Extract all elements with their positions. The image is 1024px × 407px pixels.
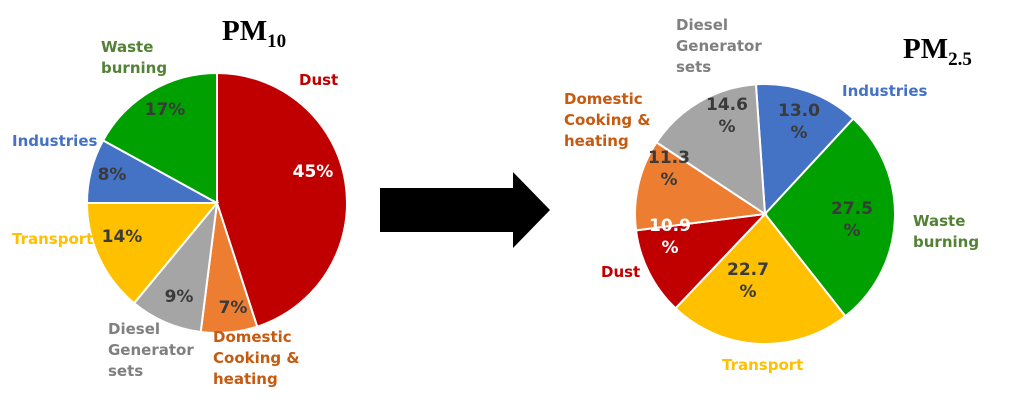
slice-value-label: 7% <box>219 298 248 318</box>
slice-value-label: 14.6% <box>706 95 748 137</box>
pie-slice <box>634 140 768 232</box>
pie-slices-pm10 <box>85 71 348 334</box>
slice-value-label: 8% <box>98 165 127 185</box>
slice-category-label: Diesel Generator sets <box>108 320 194 380</box>
pie-chart-pm10: PM10 45% 7% 9% 14% 8% 17% Dust Domestic Cooking … <box>12 15 348 388</box>
slice-category-label: Domestic Cooking & heating <box>213 328 299 388</box>
pie-slice <box>754 83 855 217</box>
pie-slice <box>216 71 348 328</box>
pie-slice <box>655 83 767 216</box>
slice-category-label: Dust <box>601 263 640 281</box>
slice-value-label: 9% <box>165 287 194 307</box>
slice-value-label: 14% <box>102 227 143 247</box>
slice-category-label: Industries <box>842 82 927 100</box>
pie-title-pm10: PM10 <box>222 15 286 52</box>
pie-slice <box>674 212 847 345</box>
slice-value-label: 27.5% <box>831 199 873 241</box>
pie-title-pm25: PM2.5 <box>903 33 972 70</box>
slice-value-label: 11.3% <box>648 148 690 190</box>
slice-category-label: Diesel Generator sets <box>676 16 762 76</box>
slice-value-label: 10.9% <box>649 216 691 258</box>
slice-value-label: 22.7% <box>727 260 769 302</box>
right-arrow-icon <box>380 172 550 248</box>
pie-slice <box>85 202 220 305</box>
slice-category-label: Dust <box>299 71 338 89</box>
slice-category-label: Industries <box>12 132 97 150</box>
pie-slice <box>101 71 218 205</box>
slice-value-label: 45% <box>293 162 334 182</box>
slice-category-label: Waste burning <box>913 212 979 251</box>
slice-category-label: Transport <box>12 230 93 248</box>
slice-category-label: Domestic Cooking & heating <box>564 90 650 150</box>
pie-slice <box>763 117 896 318</box>
pie-slices-pm25 <box>634 83 896 345</box>
pie-chart-pm25: PM2.5 13.0 % 27.5 % 22.7 % 10.9 % 11.3 % 14.6 % Indu… <box>564 16 979 374</box>
pie-slice <box>634 212 768 310</box>
slice-value-label: 13.0% <box>778 101 820 143</box>
slice-category-label: Transport <box>722 356 803 374</box>
slice-value-label: 17% <box>145 100 186 120</box>
slice-category-label: Waste burning <box>101 38 167 77</box>
